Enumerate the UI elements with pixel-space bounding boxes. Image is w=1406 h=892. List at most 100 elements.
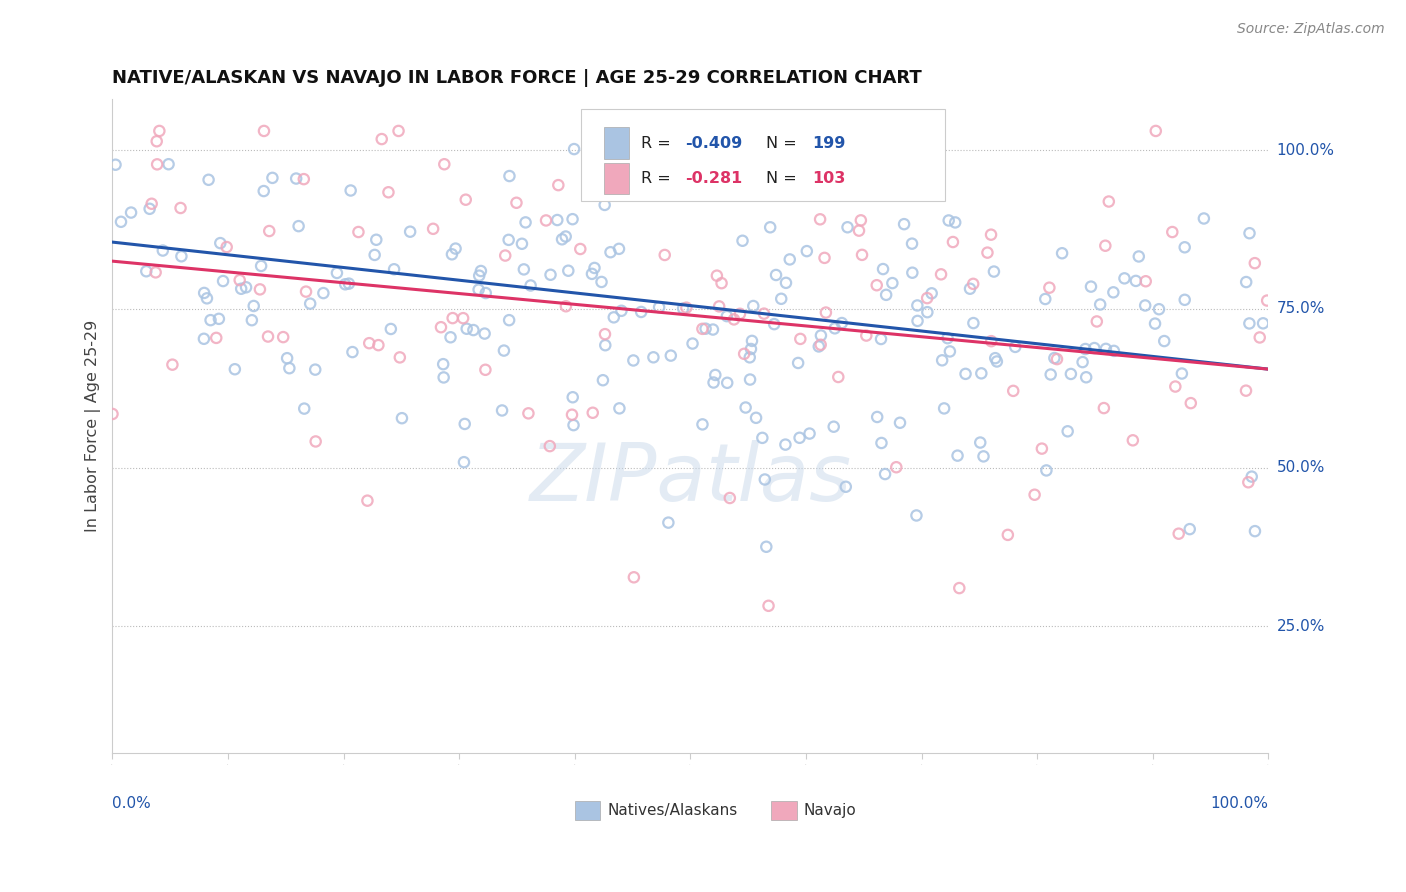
Point bbox=[1071, 355, 1094, 369]
Point bbox=[101, 407, 124, 421]
Text: 103: 103 bbox=[811, 171, 845, 186]
Y-axis label: In Labor Force | Age 25-29: In Labor Force | Age 25-29 bbox=[86, 320, 101, 533]
Point bbox=[877, 145, 900, 160]
Point bbox=[440, 247, 463, 261]
Point bbox=[962, 316, 984, 330]
Point bbox=[824, 321, 846, 335]
Point bbox=[1092, 401, 1115, 415]
Point bbox=[1056, 425, 1078, 439]
Point bbox=[517, 406, 540, 420]
Point bbox=[474, 286, 496, 301]
Point bbox=[808, 212, 831, 227]
Text: 75.0%: 75.0% bbox=[1277, 301, 1324, 317]
Point bbox=[733, 347, 755, 361]
Text: -0.409: -0.409 bbox=[685, 136, 742, 151]
Point bbox=[312, 286, 335, 301]
Point bbox=[682, 336, 704, 351]
Point bbox=[1035, 463, 1057, 477]
Point bbox=[1102, 285, 1125, 300]
Point bbox=[603, 310, 626, 325]
Point bbox=[546, 213, 568, 227]
Point bbox=[593, 338, 616, 352]
Point bbox=[1080, 279, 1102, 293]
Point bbox=[141, 196, 163, 211]
Point bbox=[872, 262, 894, 277]
Point bbox=[1237, 475, 1260, 490]
Point bbox=[295, 285, 318, 299]
Point bbox=[195, 291, 218, 305]
Point bbox=[253, 124, 276, 138]
Point bbox=[441, 311, 464, 326]
Point bbox=[538, 439, 561, 453]
Point bbox=[249, 282, 271, 296]
Point bbox=[152, 244, 174, 258]
Point bbox=[796, 244, 818, 259]
Point bbox=[337, 277, 360, 291]
Point bbox=[519, 278, 541, 293]
Point bbox=[745, 410, 768, 425]
Point bbox=[193, 285, 215, 300]
Point bbox=[1033, 292, 1056, 306]
Point bbox=[581, 267, 603, 281]
Point bbox=[1031, 442, 1053, 456]
Point bbox=[905, 508, 928, 523]
Bar bbox=[575, 800, 600, 820]
Point bbox=[823, 419, 845, 434]
Point bbox=[257, 329, 280, 343]
Point bbox=[110, 215, 132, 229]
Point bbox=[242, 299, 264, 313]
Point bbox=[1174, 293, 1197, 307]
Point bbox=[170, 249, 193, 263]
Point bbox=[557, 264, 579, 278]
Point bbox=[997, 528, 1019, 542]
Point bbox=[866, 409, 889, 424]
Point bbox=[942, 235, 965, 249]
Point bbox=[835, 480, 858, 494]
Point bbox=[470, 264, 492, 278]
Text: -0.281: -0.281 bbox=[685, 171, 742, 186]
Point bbox=[775, 276, 797, 290]
Text: Navajo: Navajo bbox=[804, 803, 856, 818]
Point bbox=[704, 368, 727, 382]
Point bbox=[980, 334, 1002, 348]
Point bbox=[855, 328, 877, 343]
Point bbox=[870, 436, 893, 450]
Point bbox=[969, 435, 991, 450]
Point bbox=[492, 343, 515, 358]
Point bbox=[938, 213, 960, 227]
Point bbox=[962, 277, 984, 291]
Point bbox=[138, 202, 160, 216]
Bar bbox=[603, 162, 628, 194]
Point bbox=[763, 317, 786, 331]
Point bbox=[621, 353, 644, 368]
Point bbox=[1174, 240, 1197, 254]
Point bbox=[827, 370, 849, 384]
Point bbox=[775, 437, 797, 451]
Point bbox=[145, 265, 167, 279]
Point bbox=[907, 314, 929, 328]
Point bbox=[755, 540, 778, 554]
Point bbox=[848, 224, 870, 238]
Bar bbox=[772, 800, 797, 820]
Point bbox=[1244, 524, 1267, 538]
Point bbox=[738, 351, 761, 365]
Point bbox=[1240, 469, 1263, 483]
Point bbox=[1234, 275, 1257, 289]
Point bbox=[148, 124, 170, 138]
Point bbox=[278, 361, 301, 376]
Point bbox=[710, 276, 733, 290]
Point bbox=[932, 401, 955, 416]
Bar bbox=[603, 128, 628, 159]
Point bbox=[382, 262, 405, 277]
Point bbox=[540, 268, 562, 282]
Point bbox=[292, 172, 315, 186]
Point bbox=[1171, 367, 1194, 381]
Point bbox=[765, 268, 787, 282]
Point bbox=[976, 245, 998, 260]
Point bbox=[866, 278, 889, 293]
Point bbox=[326, 266, 349, 280]
Point bbox=[433, 370, 456, 384]
Point bbox=[873, 467, 896, 481]
Point bbox=[875, 288, 897, 302]
Point bbox=[339, 184, 361, 198]
